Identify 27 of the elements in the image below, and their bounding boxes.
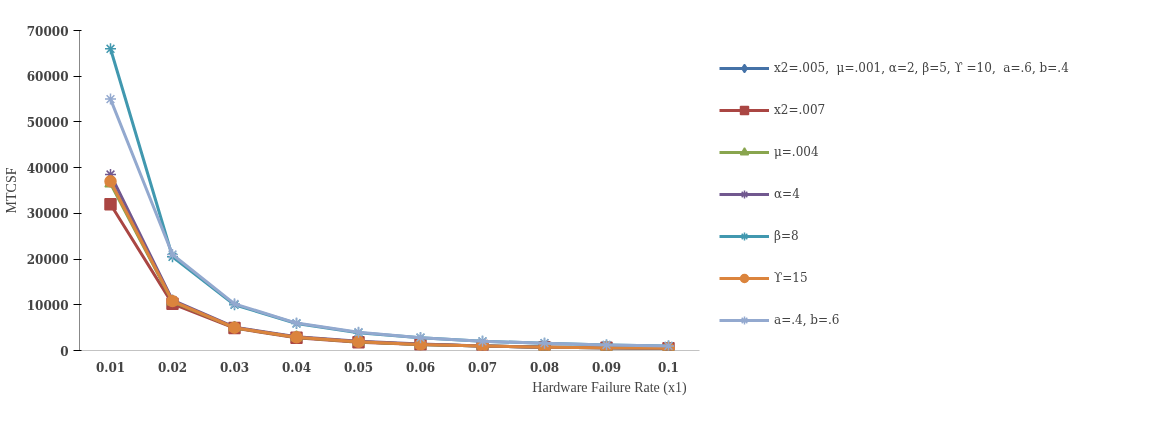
y-tick-label: 50000 [26, 115, 69, 130]
y-tick-label: 30000 [26, 207, 69, 222]
x-axis-title: Hardware Failure Rate (x1) [532, 379, 687, 396]
legend-label: x2=.007 [774, 103, 826, 117]
y-tick-label: 20000 [26, 253, 69, 268]
x-tick-label: 0.05 [343, 360, 374, 375]
x-tick-label: 0.07 [467, 360, 498, 375]
legend-label: x2=.005, μ=.001, α=2, β=5, ϒ =10, a=.6, b=.4 [774, 61, 1069, 75]
x-tick-label: 0.1 [658, 360, 679, 375]
x-tick-label: 0.02 [157, 360, 188, 375]
x-tick-label: 0.01 [95, 360, 126, 375]
y-tick-label: 10000 [26, 298, 69, 313]
legend-label: μ=.004 [774, 145, 819, 159]
y-tick-label: 0 [60, 344, 69, 359]
legend-label: a=.4, b=.6 [774, 313, 840, 327]
legend-label: β=8 [774, 229, 799, 243]
legend-label: ϒ=15 [774, 271, 808, 285]
x-tick-label: 0.03 [219, 360, 250, 375]
x-tick-label: 0.04 [281, 360, 312, 375]
y-tick-label: 70000 [26, 24, 69, 39]
x-tick-label: 0.08 [529, 360, 560, 375]
y-tick-label: 60000 [26, 70, 69, 85]
x-tick-label: 0.09 [591, 360, 622, 375]
y-tick-label: 40000 [26, 161, 69, 176]
legend-label: α=4 [774, 187, 800, 201]
x-tick-label: 0.06 [405, 360, 436, 375]
y-axis-title: MTCSF [3, 167, 19, 214]
